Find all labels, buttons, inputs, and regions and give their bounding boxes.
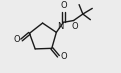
Text: O: O xyxy=(13,35,20,44)
Text: O: O xyxy=(60,52,67,61)
Text: O: O xyxy=(60,1,67,10)
Text: N: N xyxy=(57,22,64,31)
Text: O: O xyxy=(71,22,78,31)
